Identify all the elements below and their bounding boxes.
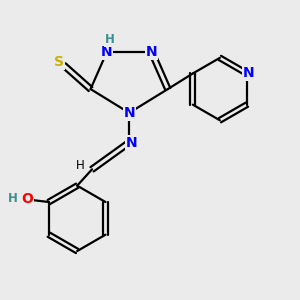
Text: N: N (101, 45, 113, 59)
Text: H: H (76, 159, 85, 172)
Text: N: N (146, 45, 157, 59)
Text: H: H (8, 192, 18, 205)
Text: H: H (105, 33, 115, 46)
Text: N: N (242, 67, 254, 80)
Text: N: N (126, 136, 137, 150)
Text: O: O (21, 192, 33, 206)
Text: N: N (123, 106, 135, 120)
Text: S: S (54, 55, 64, 69)
